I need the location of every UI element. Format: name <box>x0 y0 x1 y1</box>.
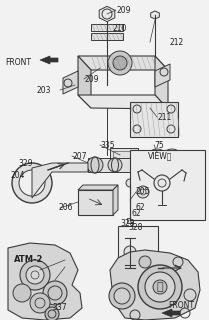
Circle shape <box>154 175 170 191</box>
Polygon shape <box>155 56 168 109</box>
Text: 206: 206 <box>58 204 73 212</box>
Circle shape <box>124 246 136 258</box>
Polygon shape <box>110 250 200 320</box>
Circle shape <box>19 170 45 196</box>
Circle shape <box>26 266 44 284</box>
Text: 337: 337 <box>52 303 67 313</box>
Circle shape <box>13 284 31 302</box>
Bar <box>127 218 133 223</box>
Circle shape <box>161 149 183 171</box>
Text: 62: 62 <box>136 203 146 212</box>
Text: ATM-2: ATM-2 <box>14 255 43 265</box>
Text: 211: 211 <box>157 113 171 122</box>
Text: 207: 207 <box>72 151 87 161</box>
Polygon shape <box>155 64 170 87</box>
Circle shape <box>139 256 151 268</box>
Polygon shape <box>113 185 118 215</box>
Polygon shape <box>63 71 78 94</box>
Text: 328: 328 <box>128 223 142 233</box>
Bar <box>88 158 136 172</box>
Text: 203: 203 <box>36 85 51 94</box>
Text: 335: 335 <box>100 140 115 149</box>
Polygon shape <box>78 56 91 108</box>
Text: 328: 328 <box>120 220 134 228</box>
Text: 75: 75 <box>154 140 164 149</box>
Circle shape <box>146 149 168 171</box>
Text: FRONT: FRONT <box>168 300 194 309</box>
Polygon shape <box>40 56 58 64</box>
Bar <box>91 24 123 31</box>
Bar <box>113 151 135 163</box>
Text: FRONT: FRONT <box>5 58 31 67</box>
Polygon shape <box>78 95 168 109</box>
Bar <box>130 102 178 137</box>
Circle shape <box>12 163 52 203</box>
Circle shape <box>20 260 50 290</box>
Circle shape <box>138 265 182 309</box>
Polygon shape <box>162 309 180 317</box>
Text: 209: 209 <box>84 75 98 84</box>
Polygon shape <box>32 163 88 198</box>
Text: 204: 204 <box>10 171 24 180</box>
Text: Ⓐ: Ⓐ <box>157 282 163 292</box>
Circle shape <box>108 51 132 75</box>
Circle shape <box>126 179 134 187</box>
Circle shape <box>108 158 122 172</box>
Polygon shape <box>78 190 113 215</box>
Bar <box>110 148 138 166</box>
Circle shape <box>114 288 130 304</box>
Polygon shape <box>99 6 115 22</box>
Text: 210: 210 <box>112 23 126 33</box>
Text: 212: 212 <box>169 37 183 46</box>
Circle shape <box>113 56 127 70</box>
Bar <box>118 226 158 278</box>
Text: 205: 205 <box>136 188 150 196</box>
Bar <box>130 150 205 220</box>
Circle shape <box>153 280 167 294</box>
Circle shape <box>145 272 175 302</box>
Circle shape <box>137 186 149 198</box>
Text: 209: 209 <box>116 5 130 14</box>
Text: VIEWⒶ: VIEWⒶ <box>148 151 172 161</box>
Circle shape <box>43 281 67 305</box>
Circle shape <box>45 307 59 320</box>
Polygon shape <box>151 11 159 19</box>
Polygon shape <box>8 243 82 320</box>
Circle shape <box>109 283 135 309</box>
Polygon shape <box>78 185 118 190</box>
Bar <box>91 33 123 40</box>
Bar <box>157 155 172 165</box>
Circle shape <box>30 293 50 313</box>
Text: 62: 62 <box>132 209 142 218</box>
Polygon shape <box>78 56 168 70</box>
Circle shape <box>87 157 103 173</box>
Text: 329: 329 <box>18 158 33 167</box>
